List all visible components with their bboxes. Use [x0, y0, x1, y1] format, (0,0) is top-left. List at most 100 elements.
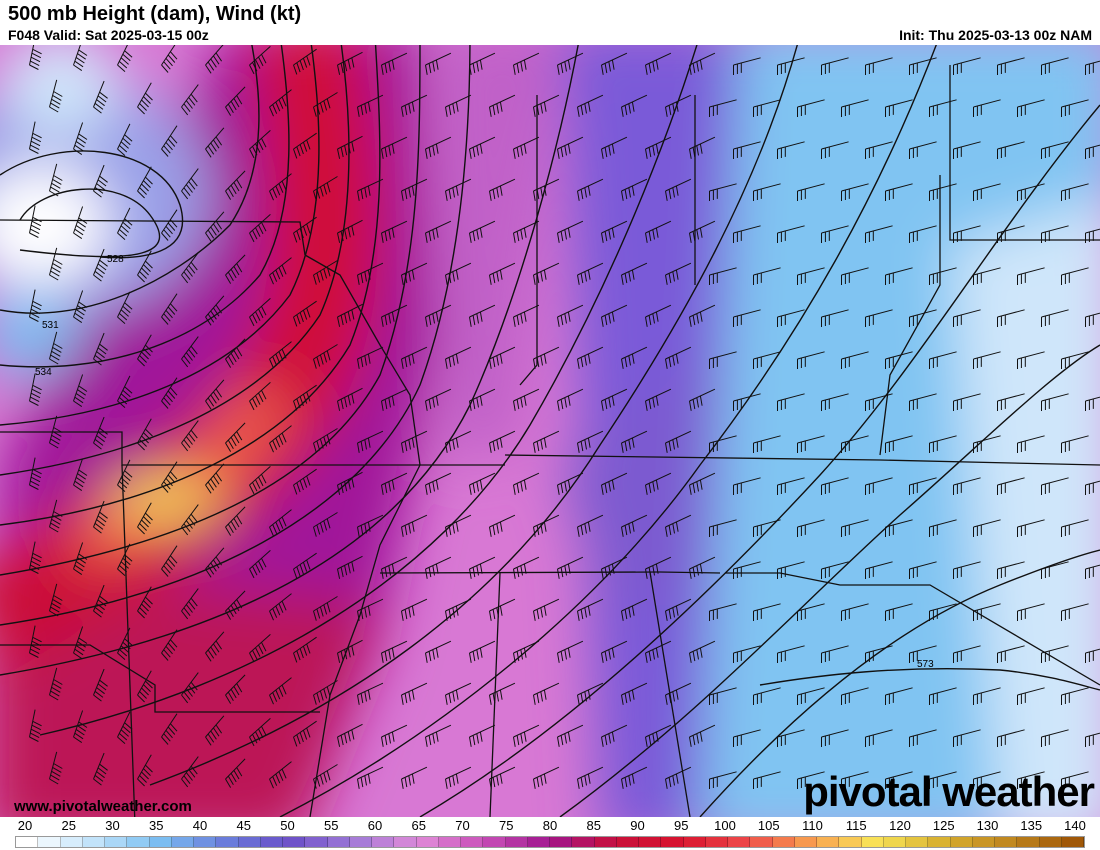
- height-contour: [0, 45, 471, 626]
- wind-barb: [1061, 99, 1089, 117]
- wind-barb: [249, 298, 271, 327]
- colorbar-cell: [38, 837, 61, 847]
- wind-barb: [73, 542, 88, 576]
- wind-barb: [953, 225, 981, 243]
- website-link[interactable]: www.pivotalweather.com: [14, 798, 192, 815]
- colorbar-cell: [1039, 837, 1062, 847]
- wind-barb: [445, 178, 472, 201]
- wind-barb: [357, 178, 384, 201]
- wind-barb: [797, 351, 825, 369]
- wind-barb: [161, 629, 178, 661]
- wind-barb: [577, 514, 604, 537]
- wind-barb: [181, 336, 199, 368]
- wind-barb: [489, 262, 516, 285]
- wind-barb: [821, 561, 849, 579]
- wind-barb: [973, 603, 1001, 621]
- wind-barb: [885, 99, 913, 117]
- wind-barb: [93, 500, 108, 534]
- height-contour: [0, 45, 381, 526]
- wind-barb: [885, 267, 913, 285]
- wind-barb: [225, 338, 246, 368]
- wind-barb: [953, 393, 981, 411]
- wind-barb: [117, 375, 133, 408]
- wind-barb: [489, 514, 516, 537]
- wind-barb: [841, 435, 869, 453]
- wind-barb: [909, 561, 937, 579]
- wind-barb: [841, 351, 869, 369]
- colorbar-cell: [928, 837, 951, 847]
- colorbar-tick: 40: [192, 818, 208, 833]
- wind-barb: [821, 141, 849, 159]
- wind-barb: [885, 603, 913, 621]
- height-contour: [0, 45, 350, 476]
- wind-barb: [337, 303, 363, 327]
- wind-barb: [533, 766, 560, 789]
- wind-barb: [269, 509, 292, 537]
- wind-barb: [797, 519, 825, 537]
- wind-barb: [753, 603, 781, 621]
- map-title: 500 mb Height (dam), Wind (kt): [8, 3, 302, 25]
- wind-barb: [181, 504, 199, 536]
- wind-barb: [1017, 603, 1045, 621]
- colorbar-cell: [283, 837, 306, 847]
- wind-barb: [621, 514, 648, 537]
- wind-barb: [621, 682, 648, 705]
- wind-barb: [929, 771, 957, 789]
- colorbar-cell: [483, 837, 506, 847]
- wind-barb: [1041, 645, 1069, 663]
- wind-barb: [489, 94, 516, 117]
- wind-barb: [513, 640, 540, 663]
- wind-barb: [161, 377, 178, 409]
- wind-barb: [225, 170, 246, 200]
- wind-barb: [645, 556, 672, 579]
- wind-barb: [161, 45, 178, 73]
- wind-barb: [425, 304, 452, 327]
- wind-barb: [733, 393, 761, 411]
- wind-barb: [689, 640, 716, 663]
- wind-barb: [117, 711, 133, 744]
- wind-barb: [1041, 561, 1069, 579]
- wind-barb: [469, 472, 496, 495]
- wind-barb: [181, 84, 199, 116]
- wind-barb: [865, 477, 893, 495]
- wind-barb: [577, 682, 604, 705]
- wind-barb: [225, 422, 246, 452]
- wind-barb: [557, 52, 584, 75]
- wind-barb: [841, 771, 869, 789]
- wind-barb: [865, 561, 893, 579]
- wind-barb: [137, 754, 153, 787]
- wind-barb: [117, 627, 133, 660]
- wind-barb: [973, 99, 1001, 117]
- wind-barb: [513, 724, 540, 747]
- wind-barb: [161, 461, 178, 493]
- wind-barb: [29, 625, 42, 658]
- wind-barb: [665, 430, 692, 453]
- wind-barb: [689, 220, 716, 243]
- wind-barb: [997, 729, 1025, 747]
- wind-barb: [489, 766, 516, 789]
- wind-barb: [93, 584, 108, 618]
- colorbar-tick: 120: [889, 818, 911, 833]
- wind-barb: [909, 57, 937, 75]
- wind-barb: [929, 435, 957, 453]
- wind-barb: [225, 86, 246, 116]
- wind-barb: [689, 136, 716, 159]
- wind-barb: [841, 267, 869, 285]
- colorbar-cell: [327, 837, 350, 847]
- wind-barb: [797, 435, 825, 453]
- wind-barb: [709, 99, 737, 117]
- wind-barb: [137, 166, 153, 199]
- wind-barb: [425, 472, 452, 495]
- wind-barb: [973, 519, 1001, 537]
- wind-barb: [777, 729, 805, 747]
- wind-barb: [557, 556, 584, 579]
- wind-barb: [337, 387, 363, 411]
- contour-label-573: 573: [917, 659, 934, 670]
- wind-barb: [225, 590, 246, 620]
- wind-barb: [733, 729, 761, 747]
- wind-barb: [1017, 351, 1045, 369]
- wind-barb: [313, 596, 338, 621]
- wind-barb: [557, 304, 584, 327]
- wind-barb: [293, 300, 317, 327]
- colorbar-tick: 75: [499, 818, 514, 833]
